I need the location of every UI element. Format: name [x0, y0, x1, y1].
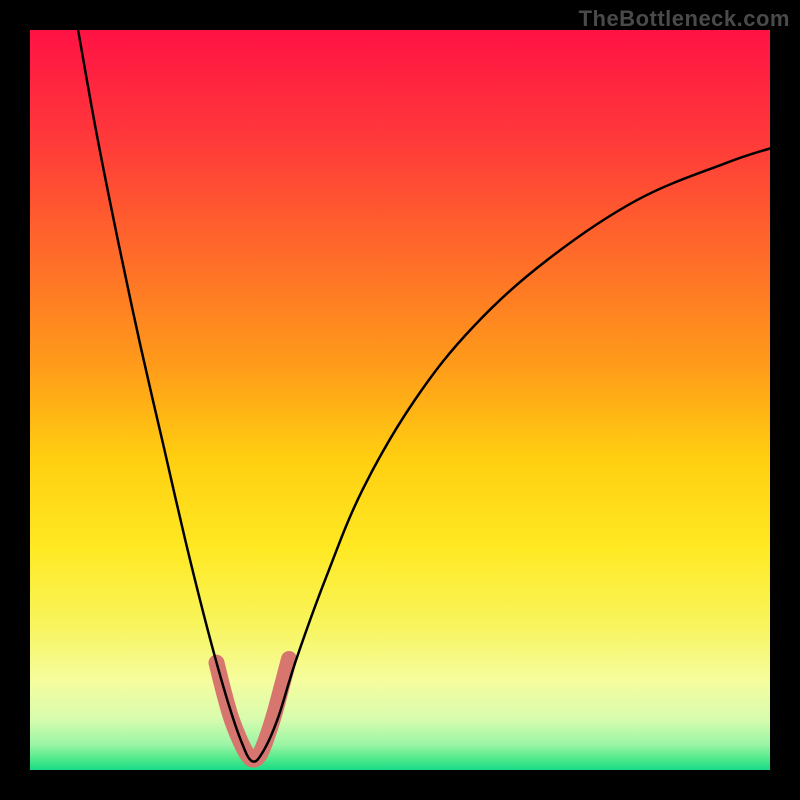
plot-gradient-background: [30, 30, 770, 770]
bottleneck-chart-svg: [0, 0, 800, 800]
watermark-text: TheBottleneck.com: [579, 6, 790, 32]
chart-stage: TheBottleneck.com: [0, 0, 800, 800]
